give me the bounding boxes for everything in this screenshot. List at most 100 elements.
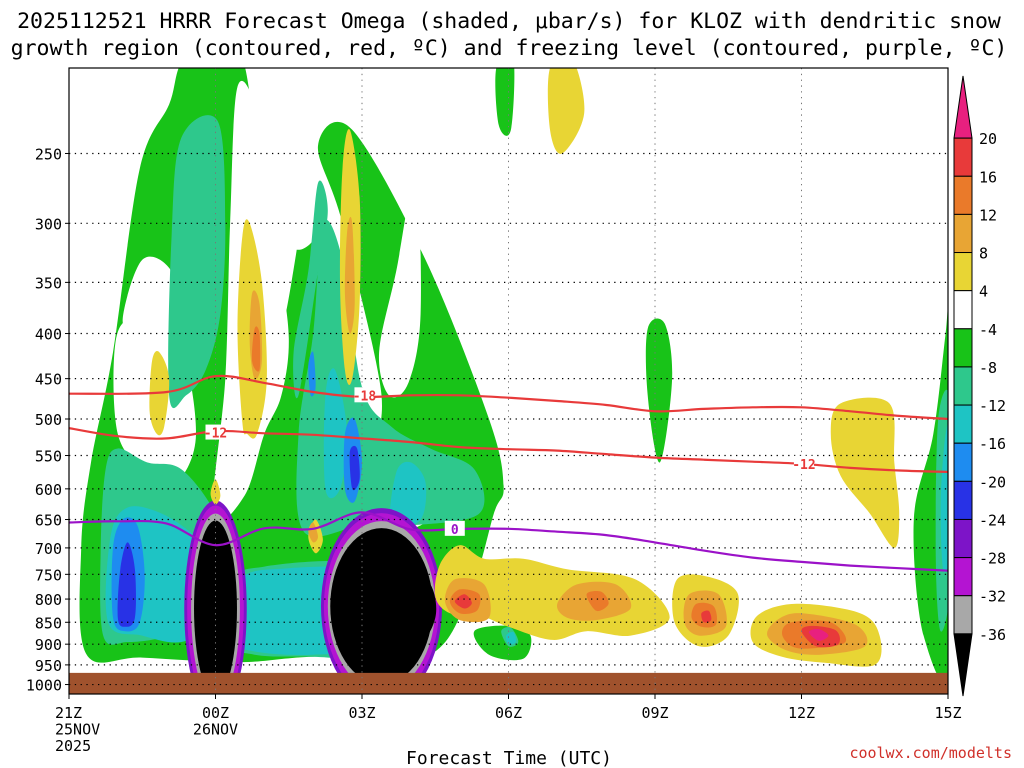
contour-0-c-freezing-level: [69, 511, 948, 572]
y-tick-label-750: 750: [35, 566, 62, 584]
colorbar-bin-12: [953, 557, 973, 597]
colorbar-label-8: -16: [979, 435, 1006, 453]
y-tick-label-400: 400: [35, 326, 62, 344]
colorbar-label-11: -28: [979, 550, 1006, 568]
core-1-tier-40-adj: [334, 568, 437, 648]
ascent-tier-16-small: [505, 631, 517, 645]
x-tick-line-3-0: 00Z: [202, 704, 229, 722]
x-tick-line-0-2: 2025: [55, 737, 91, 755]
x-tick-label-6: 03Z: [348, 704, 375, 722]
contour-label-bg-2: [793, 455, 814, 471]
y-axis: 250 300 350 400 450 500 550 600 650 700 750 800 850 9…: [26, 145, 69, 695]
x-tick-line-15-0: 12Z: [788, 704, 815, 722]
colorbar-bin-10: [953, 480, 973, 520]
colorbar-bin-11: [953, 518, 973, 559]
x-tick-line-6-0: 03Z: [348, 704, 375, 722]
y-tick-label-550: 550: [35, 448, 62, 466]
x-tick-label-9: 06Z: [495, 704, 522, 722]
x-tick-line-9-0: 06Z: [495, 704, 522, 722]
y-tick-label-700: 700: [35, 540, 62, 558]
ascent-tier-12-upper: [293, 180, 328, 399]
ascent-tier-24-midtop: [349, 445, 360, 491]
x-tick-label-0: 21Z 25NOV 2025: [55, 704, 100, 755]
colorbar-bin-13: [953, 595, 973, 635]
x-tick-line-3-1: 26NOV: [193, 721, 238, 739]
x-axis: 21Z 25NOV 2025 00Z 26NOV 03Z 06Z 09Z 12Z 15Z: [55, 694, 962, 755]
neutral-hole-top-1: [280, 148, 320, 250]
colorbar: 20 16 12 8 4 -4 -8 -12 -16 -20 -24 -28 -32 -36: [953, 75, 1006, 697]
y-tick-label-500: 500: [35, 411, 62, 429]
colorbar-bin-5: [953, 290, 973, 330]
colorbar-label-7: -12: [979, 397, 1006, 415]
ascent-tier-12-top: [168, 115, 226, 409]
contour--18-c-isotherm: [69, 374, 948, 421]
y-tick-label-800: 800: [35, 591, 62, 609]
colorbar-bin-2: [953, 175, 973, 215]
x-tick-line-0-0: 21Z: [55, 704, 82, 722]
colorbar-label-6: -8: [979, 359, 997, 377]
chart-title-line-1: 2025112521 HRRR Forecast Omega (shaded, …: [17, 9, 1001, 34]
x-tick-label-15: 12Z: [788, 704, 815, 722]
contour-label-bg-1: [205, 424, 226, 440]
y-tick-label-950: 950: [35, 657, 62, 675]
descent-8-03z: [344, 216, 355, 334]
y-tick-label-600: 600: [35, 481, 62, 499]
contour-label-1: -12: [204, 427, 227, 442]
descent-upper-right: [830, 397, 900, 548]
colorbar-bin-8: [953, 404, 973, 444]
y-tick-label-850: 850: [35, 614, 62, 632]
ascent-tier-16-mid: [323, 368, 348, 499]
colorbar-label-13: -36: [979, 626, 1006, 644]
x-axis-title: Forecast Time (UTC): [406, 748, 612, 768]
colorbar-label-0: 20: [979, 130, 997, 148]
contour-label-3: 0: [451, 523, 459, 538]
x-tick-label-18: 15Z: [934, 704, 961, 722]
colorbar-label-9: -20: [979, 473, 1006, 491]
colorbar-bin-9: [953, 442, 973, 482]
colorbar-bin-4: [953, 252, 973, 292]
ascent-tier-20-upper: [308, 351, 316, 397]
contour-label-0: -18: [353, 389, 377, 404]
colorbar-label-1: 16: [979, 168, 997, 186]
y-tick-label-650: 650: [35, 512, 62, 530]
y-tick-label-900: 900: [35, 636, 62, 654]
omega-shading: [79, 68, 948, 694]
plot-area: -18 -12 -12 0: [69, 68, 948, 694]
colorbar-label-3: 8: [979, 245, 988, 263]
ascent-region-upper-1: [495, 68, 515, 136]
colorbar-bin-6: [953, 328, 973, 368]
contour-label-bg-3: [444, 520, 465, 536]
contour-lines: -18 -12 -12 0: [69, 374, 948, 572]
x-tick-label-12: 09Z: [641, 704, 668, 722]
colorbar-label-5: -4: [979, 321, 997, 339]
ascent-region-9z: [645, 318, 673, 463]
colorbar-label-10: -24: [979, 511, 1006, 529]
colorbar-label-4: 4: [979, 283, 988, 301]
ascent-tier-24-left: [117, 542, 136, 627]
x-tick-label-3: 00Z 26NOV: [193, 704, 238, 739]
colorbar-bin-7: [953, 366, 973, 406]
x-tick-line-0-1: 25NOV: [55, 721, 100, 739]
descent-12-low-mid-2: [586, 591, 609, 612]
ascent-tier-16-mid2: [389, 461, 427, 529]
credit-link[interactable]: coolwx.com/modelts: [849, 744, 1012, 762]
descent-top-right: [547, 68, 585, 154]
ascent-region-low-0830: [473, 625, 532, 661]
y-tick-label-1000: 1000: [26, 677, 62, 695]
contour-label-2: -12: [792, 458, 815, 473]
colorbar-bin-1: [953, 137, 973, 177]
descent-20-bottom: [808, 628, 829, 641]
colorbar-bin-3: [953, 213, 973, 254]
chart-title-line-2: growth region (contoured, red, ºC) and f…: [11, 36, 1008, 61]
y-tick-label-450: 450: [35, 371, 62, 389]
ascent-tier-16-15z: [940, 423, 948, 573]
colorbar-bin-14: [953, 633, 973, 697]
neutral-hole-mid-upper: [378, 175, 421, 398]
descent-12-left: [251, 326, 261, 372]
colorbar-label-12: -32: [979, 588, 1006, 606]
y-tick-label-300: 300: [35, 215, 62, 233]
colorbar-label-2: 12: [979, 206, 997, 224]
x-tick-line-12-0: 09Z: [641, 704, 668, 722]
